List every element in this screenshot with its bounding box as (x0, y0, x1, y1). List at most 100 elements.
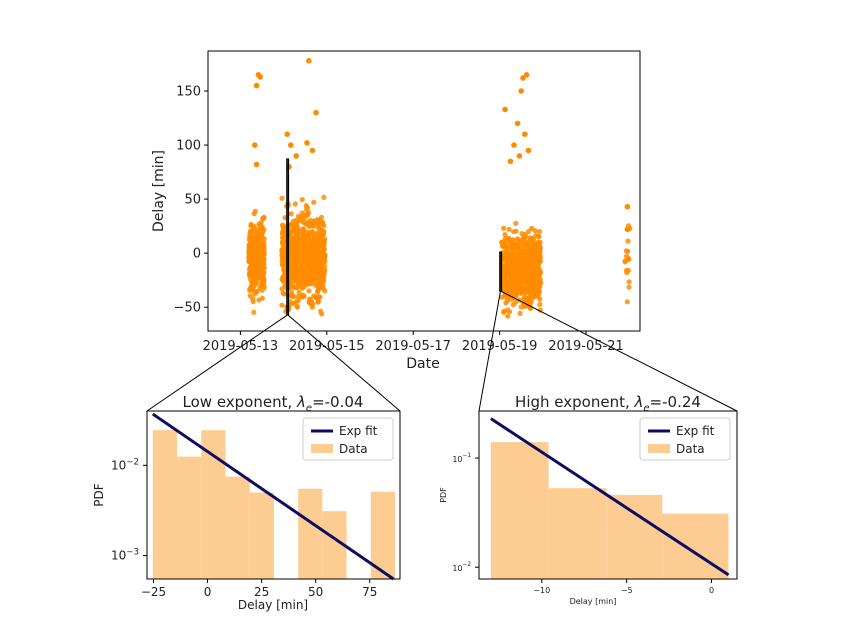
scatter-point (246, 255, 252, 261)
scatter-point (260, 230, 266, 236)
scatter-point (523, 72, 530, 78)
scatter-point (280, 274, 286, 280)
scatter-point (302, 215, 308, 221)
scatter-point (515, 263, 521, 269)
legend-fit-label: Exp fit (339, 424, 378, 438)
scatter-point (284, 131, 291, 137)
scatter-point (527, 238, 533, 244)
scatter-point (281, 291, 287, 297)
low-hist-y-axis-label: PDF (92, 483, 106, 506)
scatter-point (525, 147, 532, 154)
scatter-point (304, 140, 310, 146)
scatter-y-tick-label: −50 (174, 301, 201, 316)
scatter-y-tick-label: 50 (184, 193, 201, 208)
connector-line (287, 314, 401, 412)
scatter-point (256, 297, 262, 303)
legend-data-label: Data (339, 442, 368, 456)
scatter-point (252, 142, 258, 148)
scatter-point (514, 120, 521, 127)
scatter-point (295, 297, 301, 304)
scatter-point (318, 214, 325, 220)
scatter-point (318, 308, 324, 314)
histogram-bar (177, 456, 202, 579)
hist-y-tick-base: 10 (452, 564, 462, 573)
scatter-point (514, 236, 521, 242)
scatter-point (509, 284, 515, 290)
scatter-point (523, 244, 529, 250)
high-hist-title: High exponent, λe=-0.24 (515, 393, 701, 414)
scatter-point (626, 284, 632, 290)
scatter-point (289, 293, 295, 300)
scatter-point (260, 215, 266, 221)
scatter-point (313, 294, 319, 300)
scatter-point (527, 291, 534, 298)
scatter-point (307, 249, 314, 255)
scatter-point (314, 217, 320, 223)
hist-y-tick-label: 10−3 (111, 548, 139, 563)
scatter-point (290, 284, 297, 290)
high-hist-legend: Exp fit Data (639, 417, 731, 461)
scatter-point (320, 219, 326, 226)
scatter-point (291, 247, 297, 253)
scatter-point (313, 109, 319, 116)
scatter-point (536, 274, 542, 280)
scatter-point (293, 217, 299, 224)
high-hist-x-axis-label: Delay [min] (570, 597, 617, 606)
scatter-point (518, 88, 524, 94)
scatter-point (517, 272, 523, 278)
scatter-point (309, 255, 316, 261)
scatter-point (250, 240, 256, 246)
scatter-point (251, 279, 257, 285)
hist-y-tick-base: 10 (452, 455, 462, 464)
scatter-point (624, 226, 631, 233)
scatter-point (257, 222, 263, 228)
scatter-point (625, 267, 632, 274)
scatter-point (279, 286, 285, 292)
scatter-y-ticks: −50 0 50 100 150 (174, 85, 208, 316)
scatter-point (505, 243, 512, 249)
high-hist-title-subscript: e (643, 403, 649, 414)
zoom-connectors (146, 290, 738, 412)
scatter-point (307, 296, 313, 302)
scatter-point (522, 272, 528, 279)
scatter-x-tick-label: 2019-05-15 (289, 339, 365, 354)
scatter-point (295, 227, 301, 233)
hist-x-tick-label: −10 (533, 586, 550, 595)
scatter-point (289, 235, 295, 241)
scatter-point (525, 277, 532, 283)
scatter-point (320, 243, 326, 249)
scatter-point (297, 242, 303, 248)
scatter-point (502, 232, 508, 238)
scatter-point (312, 246, 318, 252)
scatter-point (537, 252, 543, 258)
scatter-point (299, 273, 305, 279)
low-hist-title: Low exponent, λe=-0.04 (183, 393, 364, 414)
scatter-point (517, 310, 523, 316)
scatter-point (532, 228, 538, 234)
scatter-point (288, 142, 294, 148)
scatter-point (510, 248, 517, 254)
histogram-bar (201, 430, 226, 579)
scatter-point (298, 218, 304, 224)
scatter-point (315, 286, 321, 292)
scatter-x-ticks: 2019-05-13 2019-05-15 2019-05-17 2019-05-19… (203, 331, 624, 354)
scatter-point (626, 279, 632, 285)
high-exponent-histogram: −10 −5 0 10−110−2 High exponent, λe=-0.24 … (439, 393, 738, 606)
scatter-y-tick-label: 150 (176, 85, 201, 100)
scatter-point (516, 278, 523, 284)
scatter-point (505, 313, 511, 319)
scatter-point (248, 229, 254, 235)
scatter-x-tick-label: 2019-05-17 (375, 339, 451, 354)
low-hist-x-ticks: −25 0 25 50 75 (141, 579, 377, 599)
high-hist-title-text: High exponent, (515, 393, 634, 411)
scatter-point (535, 293, 541, 299)
scatter-point (299, 196, 305, 203)
scatter-point (279, 302, 285, 308)
scatter-point (625, 238, 631, 244)
scatter-point (517, 250, 523, 256)
scatter-point (513, 241, 519, 248)
low-hist-x-axis-label: Delay [min] (238, 598, 308, 612)
scatter-point (501, 308, 507, 314)
scatter-point (299, 285, 305, 291)
